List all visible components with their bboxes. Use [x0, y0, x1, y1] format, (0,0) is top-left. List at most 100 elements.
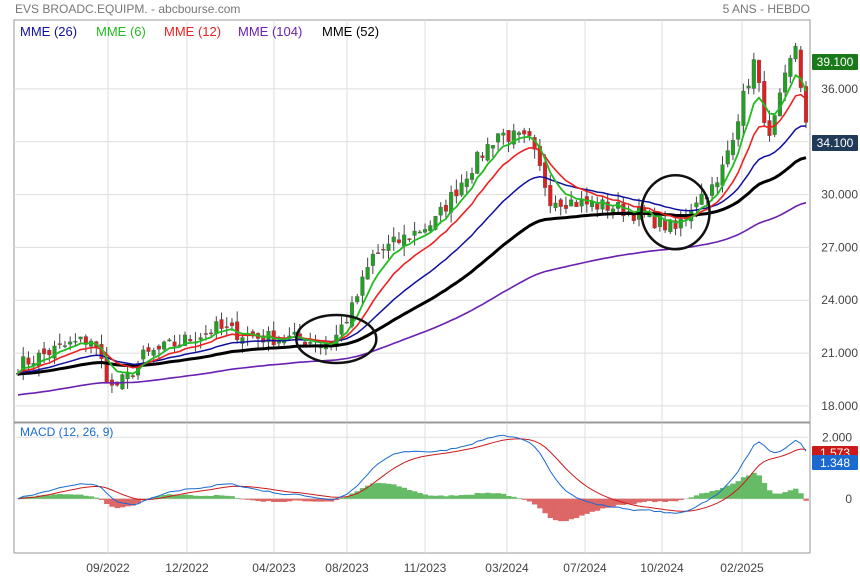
macd-histogram-bar — [104, 498, 110, 504]
macd-histogram-bar — [62, 494, 68, 499]
candle-body — [751, 59, 756, 89]
macd-histogram-bar — [766, 490, 773, 499]
macd-histogram-bar — [464, 494, 470, 499]
macd-histogram-bar — [349, 493, 355, 499]
macd-histogram-bar — [761, 482, 768, 499]
candle-body — [673, 220, 678, 229]
macd-histogram-bar — [417, 493, 423, 499]
time-axis: 09/2022 12/2022 04/2023 08/2023 11/2023 03/20… — [86, 561, 764, 575]
mme52-line — [17, 156, 807, 376]
macd-histogram-bar — [380, 483, 387, 499]
annotation-circle — [640, 173, 711, 251]
candle-body — [188, 339, 193, 342]
macd-histogram-bar — [641, 498, 648, 502]
macd-histogram-bar — [46, 495, 53, 499]
candle-body — [240, 337, 245, 344]
candle-body — [376, 252, 381, 254]
macd-histogram-bar — [391, 484, 397, 499]
macd-histogram-bar — [192, 495, 199, 499]
macd-histogram-bar — [208, 495, 214, 499]
macd-histogram-bar — [203, 495, 209, 499]
macd-histogram-bar — [537, 498, 543, 509]
macd-histogram-bar — [547, 498, 554, 519]
macd-histogram-bar — [239, 498, 246, 500]
macd-histogram-bar — [427, 495, 434, 499]
candle-body — [788, 58, 793, 77]
macd-histogram-bar — [187, 495, 194, 499]
macd-histogram-bar — [432, 495, 439, 499]
time-tick-label: 09/2022 — [86, 561, 130, 575]
legend-entry: MME (12) — [164, 24, 221, 39]
candle-body — [543, 162, 548, 188]
candle-body — [402, 234, 407, 247]
candle-body — [715, 182, 720, 188]
last-price-label: 34.100 — [817, 136, 854, 150]
time-tick-label: 04/2023 — [252, 561, 296, 575]
macd-histogram-bar — [245, 498, 251, 500]
moving-averages — [17, 74, 807, 396]
candle-body — [803, 86, 809, 123]
macd-histogram-bar — [250, 498, 256, 501]
candle-body — [391, 236, 396, 243]
macd-histogram-bar — [787, 490, 794, 499]
macd-tick-label: 2.000 — [822, 430, 852, 444]
candle-body — [464, 178, 469, 187]
time-tick-label: 11/2023 — [404, 561, 447, 575]
macd-histogram-bar — [563, 498, 569, 522]
macd-histogram-bar — [803, 498, 809, 501]
time-tick-label: 08/2023 — [325, 561, 369, 575]
candle-body — [167, 339, 172, 342]
main-grid — [14, 20, 810, 422]
macd-histogram-bar — [401, 487, 408, 499]
candle-body — [480, 155, 485, 158]
macd-histogram-bar — [51, 494, 58, 499]
chart-period: 5 ANS - HEBDO — [723, 2, 810, 16]
macd-histogram-bar — [124, 498, 131, 507]
candle-body — [62, 345, 67, 347]
time-tick-label: 02/2025 — [720, 561, 764, 575]
candle-body — [522, 130, 527, 135]
macd-histogram-bar — [719, 487, 726, 499]
macd-histogram-bar — [646, 498, 653, 501]
macd-histogram-bar — [500, 493, 507, 499]
candle-body — [548, 185, 553, 207]
macd-histogram-bar — [135, 498, 141, 504]
macd-histogram-bar — [610, 498, 616, 507]
macd-histogram-bar — [98, 498, 105, 500]
macd-histogram-bar — [281, 498, 288, 502]
macd-histogram-bar — [704, 492, 710, 499]
macd-histogram-bar — [678, 498, 684, 501]
candle-body — [407, 238, 412, 240]
macd-histogram-bar — [198, 495, 204, 499]
macd-histogram-bar — [109, 498, 115, 507]
macd-histogram-bar — [260, 498, 267, 502]
candle-body — [355, 296, 360, 303]
macd-histogram-bar — [511, 496, 517, 499]
macd-histogram-bar — [532, 498, 538, 505]
macd-histogram-bar — [474, 492, 481, 499]
candle-body — [475, 151, 480, 174]
candle-body — [57, 343, 62, 345]
candle-body — [52, 345, 57, 359]
candle-body — [563, 204, 568, 209]
macd-histogram-bar — [78, 494, 84, 499]
candle-body — [527, 131, 532, 136]
macd-histogram-bar — [625, 498, 632, 505]
time-tick-label: 12/2022 — [165, 561, 209, 575]
macd-histogram-bar — [558, 498, 564, 522]
candle-body — [694, 202, 699, 208]
macd-histogram-bar — [229, 496, 235, 499]
macd-histogram-bar — [302, 498, 308, 502]
price-tick-label: 36.000 — [821, 82, 858, 96]
macd-histogram-bar — [699, 493, 705, 499]
macd-panel — [13, 422, 811, 554]
candle-body — [224, 326, 229, 328]
candle-body — [386, 243, 391, 251]
macd-histogram-bar — [620, 498, 627, 505]
macd-histogram-bar — [772, 493, 778, 499]
candle-body — [783, 72, 788, 93]
candle-body — [203, 333, 208, 335]
macd-histogram-bar — [542, 498, 548, 514]
macd-histogram-bar — [667, 498, 674, 502]
annotation-circles — [295, 173, 711, 365]
